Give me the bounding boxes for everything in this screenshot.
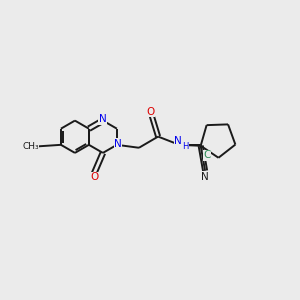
Text: N: N: [174, 136, 182, 146]
Text: O: O: [146, 107, 154, 117]
Text: H: H: [182, 142, 188, 151]
Text: CH₃: CH₃: [22, 142, 39, 151]
Text: N: N: [114, 139, 122, 148]
Text: O: O: [90, 172, 98, 182]
Text: N: N: [201, 172, 209, 182]
Text: C: C: [203, 150, 211, 160]
Text: N: N: [99, 114, 107, 124]
